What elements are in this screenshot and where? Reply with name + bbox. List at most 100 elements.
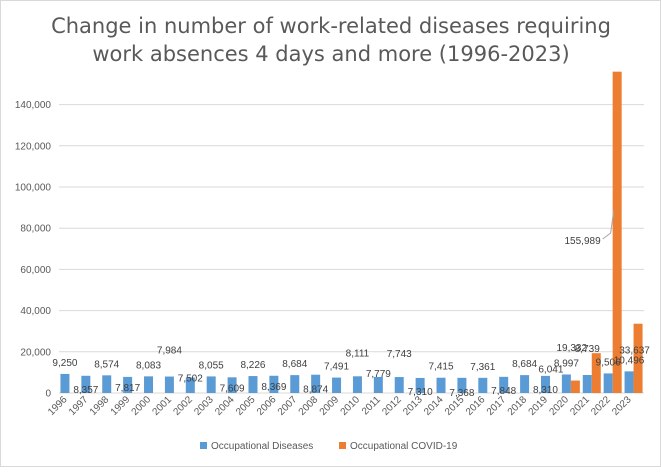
x-tick-label: 2010 [339, 394, 363, 418]
data-labels: 9,250 8,357 8,574 7,817 8,083 7,984 7,502 8,055… [52, 210, 650, 399]
chart-title-line1: Change in number of work-related disease… [51, 14, 611, 38]
data-label-occupational-diseases: 8,055 [199, 360, 224, 371]
data-label-occupational-diseases: 7,310 [408, 387, 433, 398]
bar-occupational-diseases [373, 376, 383, 393]
data-label-occupational-diseases: 8,739 [575, 344, 600, 355]
bar-occupational-diseases [102, 375, 112, 393]
data-label-occupational-diseases: 8,997 [554, 358, 579, 369]
x-tick-label: 1997 [67, 394, 91, 418]
x-tick-label: 2005 [234, 394, 258, 418]
legend: Occupational Diseases Occupational COVID… [200, 441, 458, 452]
data-label-occupational-diseases: 8,369 [261, 382, 286, 393]
data-label-occupational-diseases: 7,368 [449, 388, 474, 399]
y-tick-label: 60,000 [20, 265, 51, 276]
x-tick-label: 2004 [213, 394, 237, 418]
x-tick-label: 2019 [527, 394, 551, 418]
y-tick-label: 120,000 [15, 141, 52, 152]
bar-occupational-diseases [60, 373, 70, 393]
data-label-occupational-diseases: 8,574 [94, 359, 119, 370]
y-tick-label: 80,000 [20, 224, 51, 235]
y-tick-label: 140,000 [15, 100, 52, 111]
bar-occupational-diseases [123, 376, 133, 393]
x-tick-label: 2018 [506, 394, 530, 418]
x-tick-label: 2012 [380, 394, 404, 418]
data-label-occupational-diseases: 8,310 [533, 385, 558, 396]
bar-occupational-diseases [582, 374, 592, 393]
data-label-occupational-covid-19: 33,637 [619, 346, 650, 357]
data-label-occupational-diseases: 7,817 [115, 383, 140, 394]
x-tick-label: 2009 [318, 394, 342, 418]
bar-occupational-diseases [206, 376, 216, 393]
y-tick-label: 40,000 [20, 306, 51, 317]
data-label-occupational-diseases: 8,226 [240, 360, 265, 371]
y-tick-label: 100,000 [15, 183, 52, 194]
bar-occupational-covid-19 [612, 71, 622, 393]
bar-occupational-diseases [499, 376, 509, 393]
data-label-occupational-diseases: 8,083 [136, 360, 161, 371]
bar-occupational-diseases [185, 377, 195, 393]
data-label-occupational-covid-19: 155,989 [565, 236, 602, 247]
data-label-occupational-diseases: 7,415 [429, 362, 454, 373]
bar-occupational-diseases [624, 371, 634, 393]
data-label-occupational-diseases: 7,984 [157, 346, 182, 357]
x-tick-label: 2001 [151, 394, 175, 418]
bar-occupational-diseases [352, 376, 362, 393]
data-label-occupational-diseases: 8,684 [282, 359, 307, 370]
bar-occupational-diseases [478, 377, 488, 393]
x-tick-label: 2002 [171, 394, 195, 418]
bar-occupational-diseases [457, 377, 467, 393]
x-tick-label: 2017 [485, 394, 509, 418]
x-tick-label: 1998 [88, 394, 112, 418]
legend-swatch-occupational-diseases [200, 442, 207, 449]
x-tick-label: 2008 [297, 394, 321, 418]
data-label-occupational-covid-19: 19,332 [556, 343, 587, 354]
gridlines [59, 104, 644, 394]
data-label-occupational-diseases: 7,502 [178, 374, 203, 385]
data-label-occupational-diseases: 7,743 [387, 349, 412, 360]
data-label-leader-line [602, 210, 615, 240]
data-label-occupational-diseases: 8,874 [303, 385, 328, 396]
bar-occupational-covid-19 [570, 380, 580, 393]
bar-occupational-covid-19 [633, 323, 643, 393]
bar-occupational-diseases [561, 374, 571, 393]
bar-occupational-diseases [520, 375, 530, 393]
data-label-occupational-diseases: 8,357 [73, 385, 98, 396]
x-tick-label: 2011 [360, 394, 383, 417]
bar-occupational-diseases [332, 377, 342, 393]
x-tick-label: 2021 [568, 394, 592, 418]
legend-label-occupational-diseases: Occupational Diseases [211, 441, 313, 452]
data-label-occupational-covid-19: 6,041 [538, 365, 563, 376]
x-tick-label: 2006 [255, 394, 279, 418]
data-label-occupational-diseases: 7,361 [470, 362, 495, 373]
data-label-occupational-diseases: 7,848 [491, 386, 516, 397]
data-label-occupational-diseases: 7,491 [324, 362, 349, 373]
x-axis: 1996199719981999200020012002200320042005… [46, 394, 634, 418]
bar-occupational-diseases [311, 374, 321, 393]
x-tick-label: 2007 [276, 394, 300, 418]
data-label-occupational-diseases: 9,250 [52, 358, 77, 369]
bar-occupational-diseases [415, 377, 425, 393]
x-tick-label: 2020 [547, 394, 571, 418]
y-tick-label: 0 [45, 389, 51, 400]
bar-occupational-diseases [540, 375, 550, 393]
legend-label-occupational-covid-19: Occupational COVID-19 [350, 441, 458, 452]
y-tick-label: 20,000 [20, 347, 51, 358]
bar-occupational-diseases [81, 375, 91, 393]
bars [60, 71, 643, 393]
y-axis: 0 20,000 40,000 60,000 80,000 100,000 120,000 1… [15, 100, 52, 399]
x-tick-label: 2023 [610, 394, 634, 418]
bar-occupational-diseases [394, 377, 404, 393]
bar-occupational-diseases [269, 375, 279, 393]
x-tick-label: 2003 [192, 394, 216, 418]
x-tick-label: 2022 [589, 394, 613, 418]
bar-occupational-diseases [164, 376, 174, 393]
bar-occupational-diseases [290, 375, 300, 393]
data-label-occupational-diseases: 9,506 [596, 357, 621, 368]
bar-occupational-diseases [603, 373, 613, 393]
data-label-occupational-diseases: 10,496 [614, 355, 645, 366]
data-label-occupational-diseases: 8,684 [512, 359, 537, 370]
data-label-occupational-diseases: 7,779 [366, 369, 391, 380]
bar-occupational-diseases [144, 376, 154, 393]
